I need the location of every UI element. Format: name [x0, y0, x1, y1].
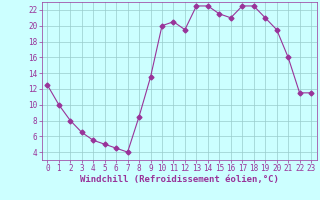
X-axis label: Windchill (Refroidissement éolien,°C): Windchill (Refroidissement éolien,°C) — [80, 175, 279, 184]
